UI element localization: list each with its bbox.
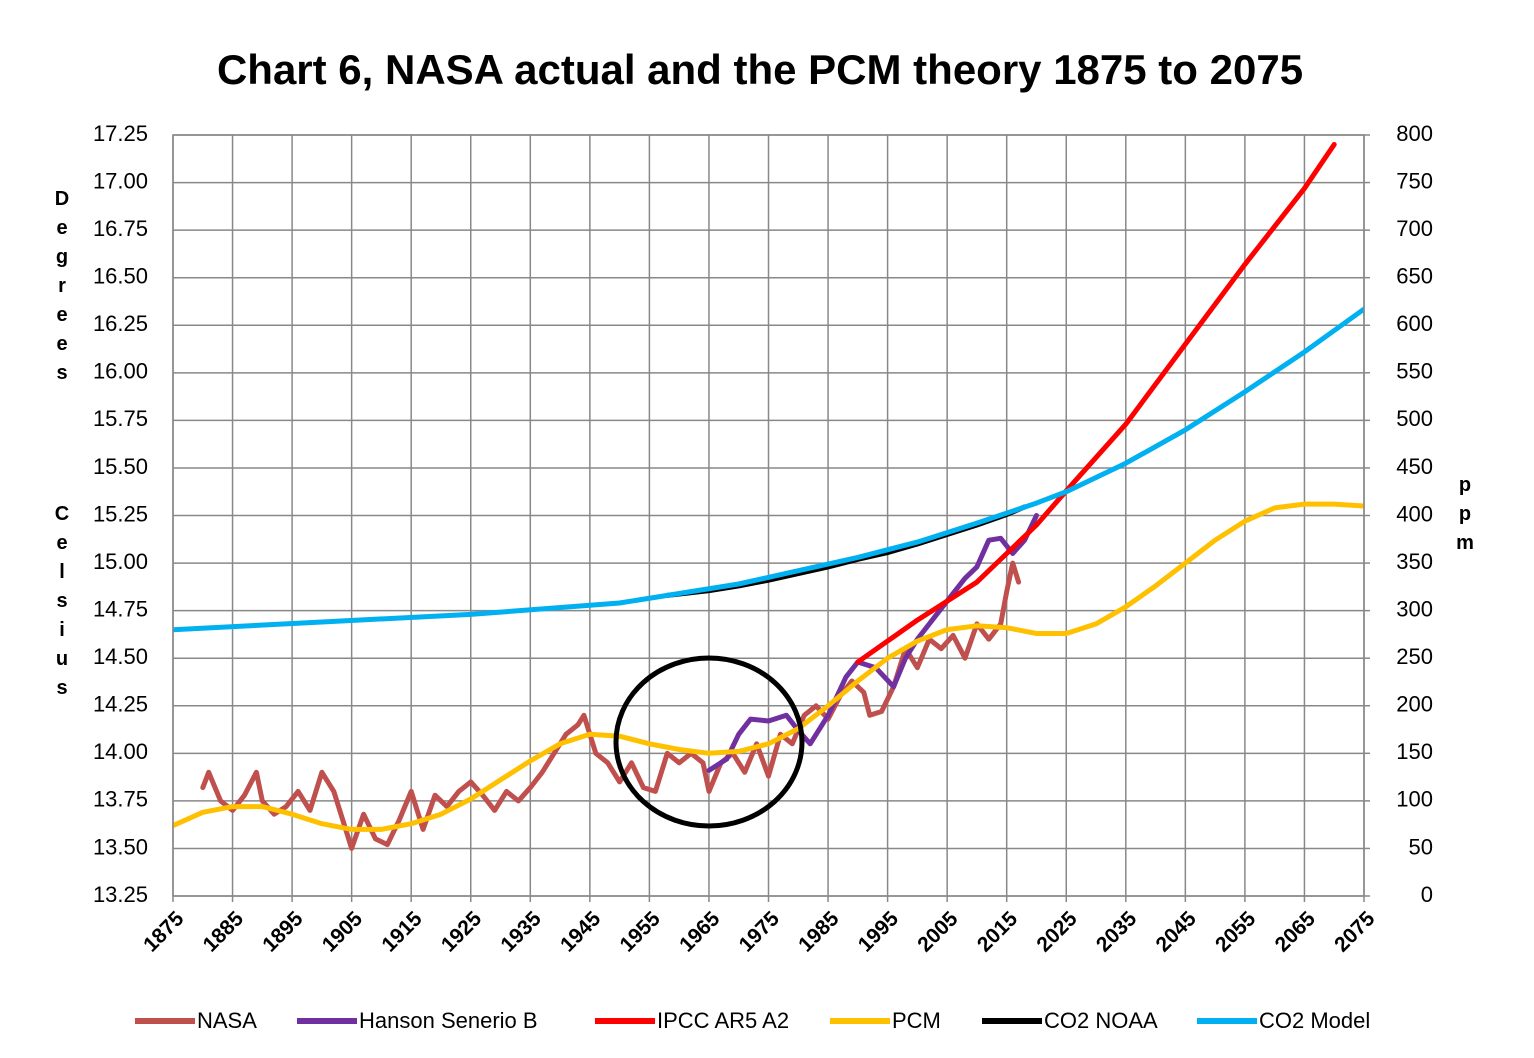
y2-axis-label: ppm — [1454, 474, 1476, 561]
x-tick-label: 1895 — [258, 907, 308, 957]
y2-tick-label: 200 — [1396, 692, 1433, 717]
x-tick-label: 1985 — [794, 907, 844, 957]
y2-tick-label: 400 — [1396, 501, 1433, 526]
x-tick-label: 2075 — [1330, 907, 1380, 957]
series-line — [173, 501, 1364, 832]
grid: 13.25 13.50 13.75 14.00 14.25 14.50 14.75 15.00… — [93, 121, 1433, 957]
x-tick-label: 1935 — [496, 907, 546, 957]
y-axis-label: Celsius — [51, 503, 73, 706]
x-tick-label: 1945 — [556, 907, 606, 957]
x-tick-label: 2025 — [1032, 907, 1082, 957]
y-axis-label: Degrees — [51, 188, 73, 391]
legend-label: CO2 Model — [1259, 1008, 1370, 1033]
series-line — [706, 513, 1039, 773]
x-tick-label: 1905 — [318, 907, 368, 957]
y-tick-label: 14.75 — [93, 596, 148, 621]
x-tick-label: 1995 — [854, 907, 904, 957]
y-tick-label: 14.50 — [93, 644, 148, 669]
y-tick-label: 13.25 — [93, 882, 148, 907]
y-tick-label: 13.50 — [93, 834, 148, 859]
x-tick-label: 2015 — [973, 907, 1023, 957]
x-tick-label: 2055 — [1211, 907, 1261, 957]
y-tick-label: 15.50 — [93, 454, 148, 479]
y-tick-label: 16.00 — [93, 359, 148, 384]
x-tick-label: 1955 — [616, 907, 666, 957]
legend-label: IPCC AR5 A2 — [657, 1008, 789, 1033]
y2-tick-label: 150 — [1396, 739, 1433, 764]
x-tick-label: 2065 — [1271, 907, 1321, 957]
y-tick-label: 14.00 — [93, 739, 148, 764]
x-tick-label: 1875 — [139, 907, 189, 957]
y-tick-label: 14.25 — [93, 692, 148, 717]
legend-label: Hanson Senerio B — [359, 1008, 538, 1033]
series-line — [173, 306, 1364, 633]
x-tick-label: 1975 — [735, 907, 785, 957]
y2-tick-label: 700 — [1396, 216, 1433, 241]
y2-tick-label: 650 — [1396, 264, 1433, 289]
y2-tick-label: 300 — [1396, 596, 1433, 621]
y2-tick-label: 750 — [1396, 168, 1433, 193]
series-line — [200, 560, 1022, 851]
y-tick-label: 15.00 — [93, 549, 148, 574]
y2-tick-label: 100 — [1396, 787, 1433, 812]
x-tick-label: 2035 — [1092, 907, 1142, 957]
y2-tick-label: 450 — [1396, 454, 1433, 479]
y-tick-label: 15.25 — [93, 501, 148, 526]
x-tick-label: 1965 — [675, 907, 725, 957]
y-tick-label: 17.00 — [93, 168, 148, 193]
y-tick-label: 13.75 — [93, 787, 148, 812]
y2-tick-label: 350 — [1396, 549, 1433, 574]
x-tick-label: 1885 — [199, 907, 249, 957]
y2-tick-label: 50 — [1409, 834, 1433, 859]
legend-label: PCM — [892, 1008, 941, 1033]
series-line — [664, 504, 1028, 598]
x-tick-label: 2005 — [913, 907, 963, 957]
y2-tick-label: 550 — [1396, 359, 1433, 384]
y-tick-label: 16.75 — [93, 216, 148, 241]
y2-tick-label: 0 — [1421, 882, 1433, 907]
chart-title: Chart 6, NASA actual and the PCM theory … — [217, 46, 1303, 93]
y-tick-label: 16.50 — [93, 264, 148, 289]
x-tick-label: 2045 — [1152, 907, 1202, 957]
legend-label: NASA — [197, 1008, 257, 1033]
y2-tick-label: 500 — [1396, 406, 1433, 431]
x-tick-label: 1925 — [437, 907, 487, 957]
highlight-circle — [613, 655, 805, 829]
y-tick-label: 15.75 — [93, 406, 148, 431]
y-tick-label: 16.25 — [93, 311, 148, 336]
plot-frame — [172, 134, 1365, 897]
series-line — [855, 142, 1337, 665]
y2-tick-label: 250 — [1396, 644, 1433, 669]
legend-label: CO2 NOAA — [1044, 1008, 1158, 1033]
y2-tick-label: 800 — [1396, 121, 1433, 146]
y2-tick-label: 600 — [1396, 311, 1433, 336]
plot-area — [173, 142, 1364, 851]
x-tick-label: 1915 — [377, 907, 427, 957]
y-tick-label: 17.25 — [93, 121, 148, 146]
